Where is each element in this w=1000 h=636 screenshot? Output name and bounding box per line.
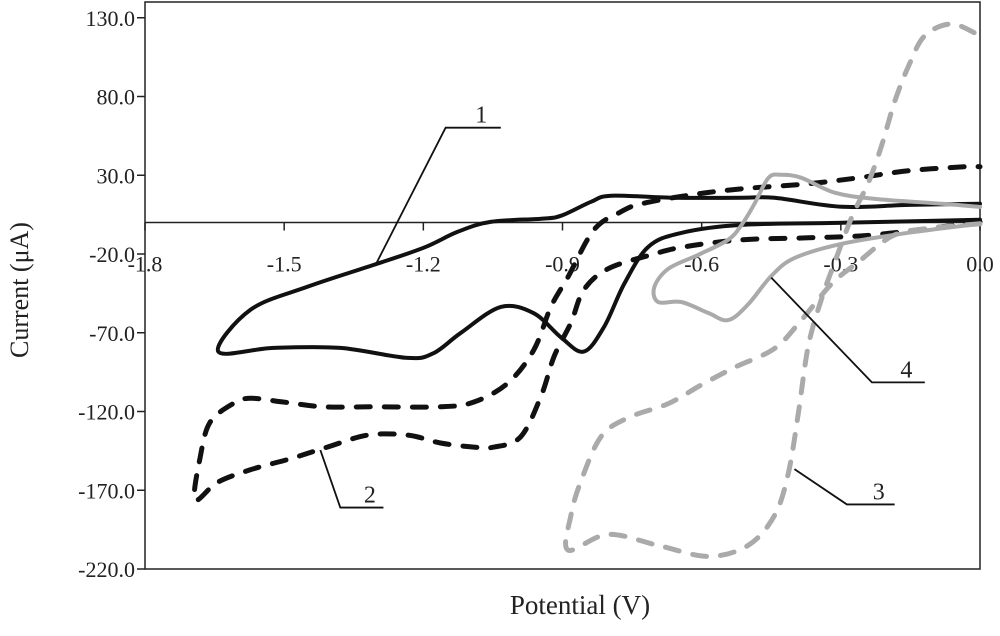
- curves: [191, 21, 983, 559]
- annotation-label-3: 3: [873, 479, 885, 505]
- y-tick-label: -220.0: [78, 557, 135, 582]
- x-tick-label: 0.0: [966, 252, 994, 277]
- x-tick-label: -1.8: [128, 252, 163, 277]
- curve-2: [191, 163, 983, 503]
- annotation-leader-3: [793, 468, 895, 506]
- y-axis-label: Current (μA): [5, 222, 34, 358]
- annotations: 1 2 3 4: [319, 103, 925, 509]
- y-tick-label: 80.0: [97, 85, 136, 110]
- annotation-label-2: 2: [364, 483, 376, 509]
- y-tick-label: -70.0: [89, 321, 135, 346]
- y-tick-label: 130.0: [86, 6, 136, 31]
- y-tick-label: -170.0: [78, 478, 135, 503]
- x-tick-label: -1.2: [406, 252, 441, 277]
- annotation-leader-2: [319, 449, 384, 509]
- axes: -1.8 -1.5 -1.2 -0.9 -0.6 -0.3 0.0130.080.030.0…: [78, 1, 994, 582]
- y-tick-label: -20.0: [89, 242, 135, 267]
- x-axis-label: Potential (V): [510, 590, 650, 620]
- curve-3: [563, 21, 983, 559]
- curve-1: [215, 193, 982, 361]
- x-tick-label: -0.6: [684, 252, 719, 277]
- annotation-leader-1: [374, 126, 501, 266]
- annotation-leader-4: [770, 277, 925, 384]
- annotation-label-1: 1: [475, 103, 487, 129]
- x-tick-label: -1.5: [267, 252, 302, 277]
- y-tick-label: -120.0: [78, 400, 135, 425]
- plot-frame: [144, 1, 981, 570]
- y-tick-label: 30.0: [97, 163, 136, 188]
- annotation-label-4: 4: [900, 357, 912, 383]
- curve-4: [651, 172, 982, 323]
